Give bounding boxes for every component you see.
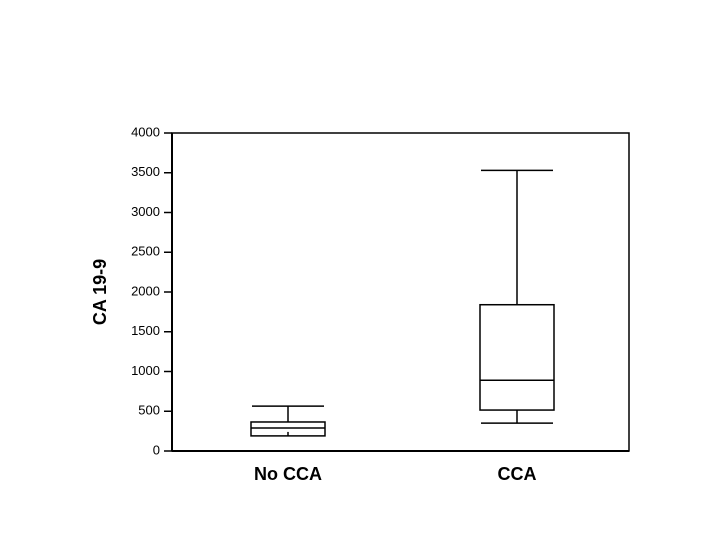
y-tick-label: 3000	[131, 204, 160, 219]
plot-frame	[171, 132, 630, 452]
y-axis-label: CA 19-9	[90, 259, 110, 325]
y-tick-label: 1000	[131, 363, 160, 378]
y-tick-label: 4000	[131, 124, 160, 139]
x-tick-label: CCA	[498, 464, 537, 484]
box	[479, 303, 555, 411]
y-tick-label: 500	[138, 403, 160, 418]
y-tick-label: 3500	[131, 164, 160, 179]
y-tick-label: 1500	[131, 323, 160, 338]
y-tick-label: 2000	[131, 283, 160, 298]
y-tick-label: 0	[153, 442, 160, 457]
box	[250, 421, 326, 437]
y-tick-label: 2500	[131, 244, 160, 259]
x-tick-label: No CCA	[254, 464, 322, 484]
